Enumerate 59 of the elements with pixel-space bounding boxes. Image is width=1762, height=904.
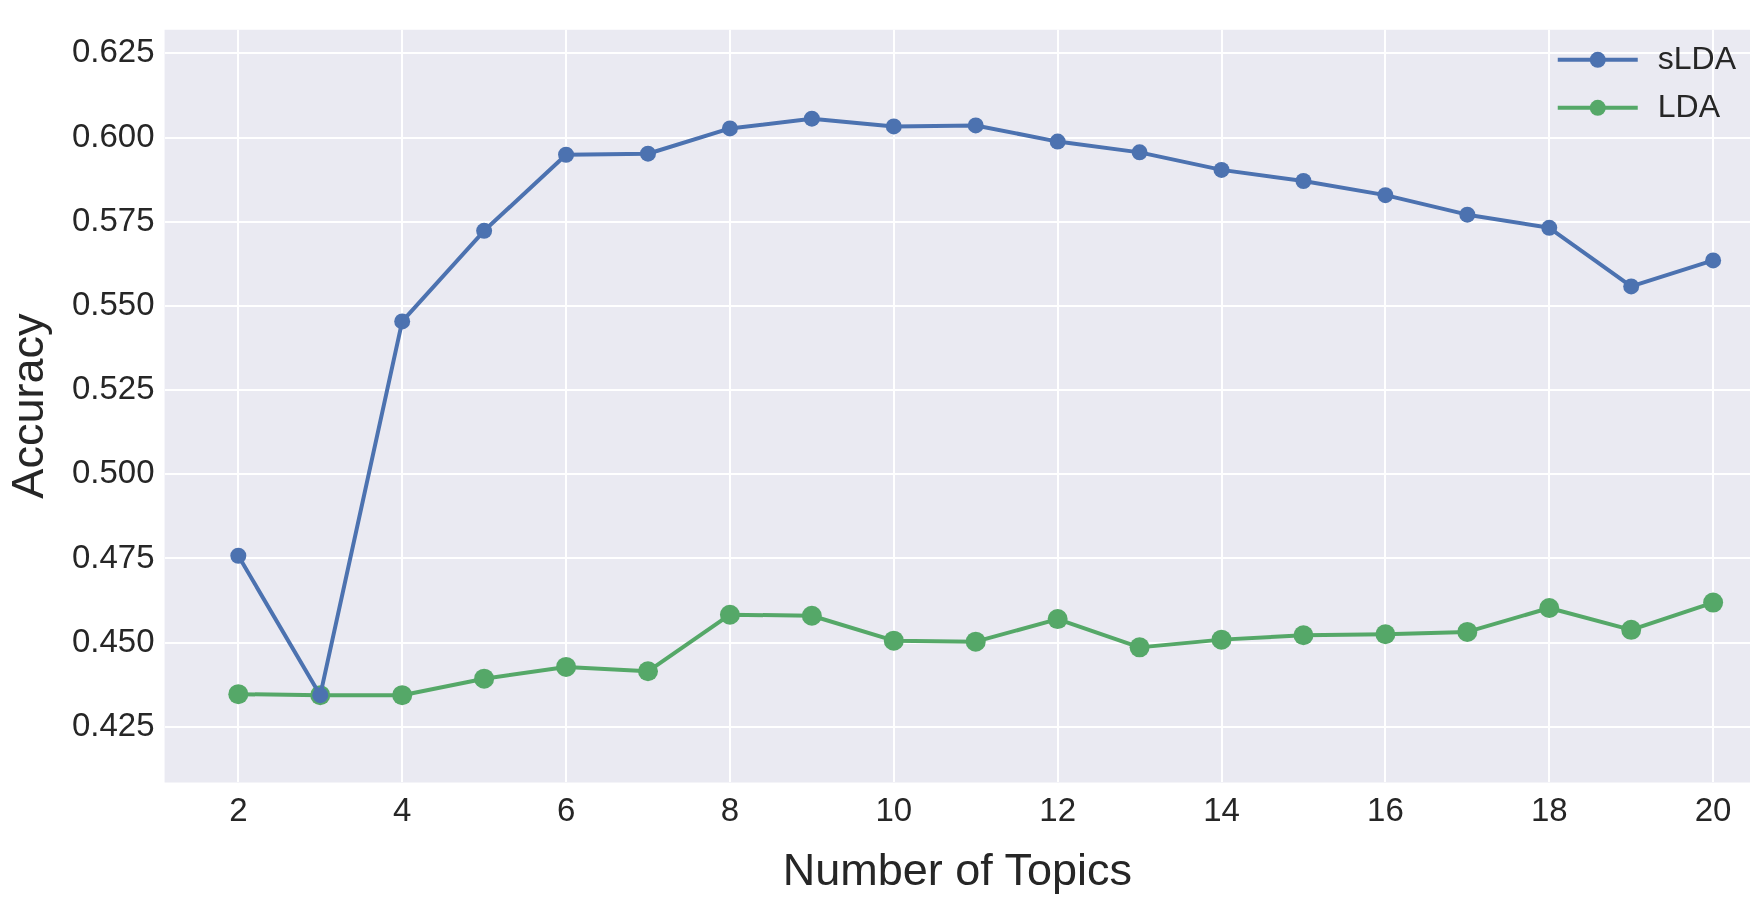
- point: [801, 605, 822, 626]
- legend-label: LDA: [1657, 87, 1721, 124]
- x-tick-label: 20: [1694, 791, 1732, 829]
- x-tick-label: 12: [1039, 791, 1077, 829]
- y-tick-label: 0.575: [71, 200, 155, 238]
- point: [967, 117, 984, 134]
- point: [1293, 625, 1314, 646]
- point: [1705, 252, 1722, 269]
- point: [883, 630, 904, 651]
- x-tick-label: 16: [1367, 791, 1404, 829]
- point: [639, 145, 656, 162]
- point: [719, 604, 740, 625]
- point: [1375, 624, 1396, 645]
- y-tick-label: 0.450: [71, 621, 155, 659]
- point: [1621, 619, 1642, 640]
- point: [1377, 187, 1394, 204]
- y-tick-label: 0.425: [71, 705, 155, 743]
- point: [803, 110, 820, 127]
- point: [721, 120, 738, 137]
- point: [1129, 637, 1150, 658]
- point: [1457, 621, 1478, 642]
- x-tick-label: 4: [393, 791, 412, 829]
- point: [230, 547, 247, 564]
- point: [1623, 278, 1640, 295]
- x-axis-title: Number of Topics: [782, 844, 1132, 896]
- point: [392, 685, 413, 706]
- point: [1047, 609, 1068, 630]
- point: [474, 668, 495, 689]
- x-tick-label: 6: [556, 791, 576, 829]
- point: [637, 661, 658, 682]
- y-axis-title: Accuracy: [2, 313, 54, 499]
- point: [965, 631, 986, 652]
- x-tick-label: 14: [1203, 791, 1240, 829]
- point: [1459, 206, 1476, 223]
- point: [1295, 172, 1312, 189]
- y-tick-label: 0.550: [71, 285, 155, 323]
- point: [885, 118, 902, 135]
- y-tick-label: 0.500: [71, 453, 155, 491]
- point: [1211, 629, 1232, 650]
- point: [1213, 161, 1230, 178]
- point: [558, 146, 575, 163]
- legend-label: sLDA: [1657, 39, 1737, 76]
- x-tick-label: 18: [1530, 791, 1568, 829]
- point: [394, 313, 411, 330]
- point: [1541, 219, 1558, 236]
- point: [228, 684, 249, 705]
- y-tick-label: 0.625: [71, 32, 155, 70]
- point: [1131, 144, 1148, 161]
- y-tick-label: 0.525: [71, 369, 155, 407]
- y-tick-label: 0.475: [71, 537, 155, 575]
- point: [556, 656, 577, 677]
- x-tick-label: 8: [720, 791, 740, 829]
- x-tick-label: 10: [875, 791, 913, 829]
- point: [1703, 592, 1724, 613]
- y-tick-label: 0.600: [71, 116, 155, 154]
- point: [476, 222, 493, 239]
- point: [1049, 133, 1066, 150]
- point: [1539, 597, 1560, 618]
- x-tick-label: 2: [229, 791, 248, 829]
